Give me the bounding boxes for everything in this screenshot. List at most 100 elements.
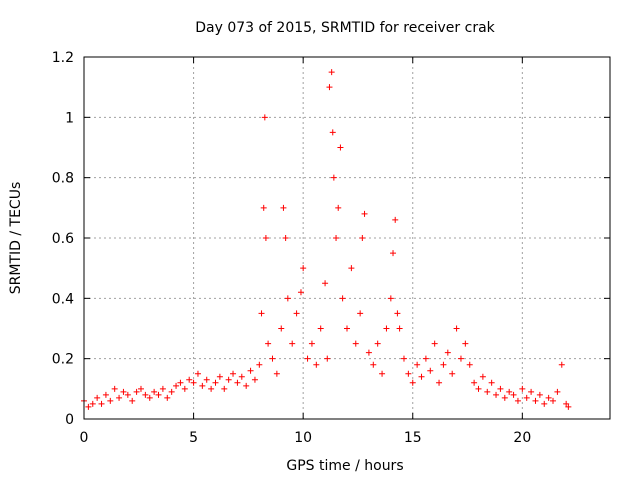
data-point	[396, 325, 403, 332]
y-axis-title: SRMTID / TECUs	[8, 182, 24, 295]
data-point	[317, 325, 324, 332]
data-point	[523, 394, 530, 401]
data-point	[124, 391, 131, 398]
data-point	[151, 388, 158, 395]
data-point	[329, 129, 336, 136]
x-tick-label: 15	[404, 430, 422, 446]
y-tick-label: 0.6	[52, 231, 74, 247]
data-point	[449, 370, 456, 377]
x-tick-label: 20	[513, 430, 531, 446]
data-point	[146, 394, 153, 401]
data-point	[352, 340, 359, 347]
data-point	[414, 361, 421, 368]
data-point	[466, 361, 473, 368]
data-point	[387, 295, 394, 302]
data-point	[330, 174, 337, 181]
data-point	[289, 340, 296, 347]
data-point	[333, 235, 340, 241]
data-point	[488, 379, 495, 386]
data-point	[282, 235, 289, 241]
y-tick-label: 1.2	[52, 50, 74, 66]
data-point	[528, 388, 535, 395]
data-point	[390, 250, 397, 257]
data-point	[344, 325, 350, 332]
data-point	[107, 397, 114, 404]
data-point	[370, 361, 377, 368]
data-point	[501, 394, 508, 401]
data-point	[120, 388, 127, 395]
data-point	[221, 385, 228, 392]
data-point	[324, 355, 331, 362]
data-point	[418, 373, 425, 380]
data-point	[444, 349, 451, 356]
data-point	[258, 310, 265, 317]
data-point	[261, 114, 268, 121]
data-point	[436, 379, 443, 386]
data-point	[293, 310, 300, 317]
data-point	[431, 340, 438, 347]
data-point	[479, 373, 486, 380]
data-points	[81, 69, 572, 410]
data-point	[297, 289, 304, 296]
data-point	[251, 376, 258, 383]
data-point	[497, 385, 504, 392]
data-point	[536, 391, 543, 398]
data-point	[545, 394, 552, 401]
data-point	[199, 382, 206, 389]
data-point	[155, 391, 162, 398]
data-point	[457, 355, 464, 362]
y-tick-label: 1	[65, 110, 74, 126]
data-point	[519, 385, 526, 392]
data-point	[133, 388, 140, 395]
data-point	[453, 325, 460, 332]
data-point	[563, 400, 570, 407]
data-point	[234, 379, 241, 386]
data-point	[177, 379, 184, 386]
data-point	[558, 361, 565, 368]
data-point	[203, 376, 210, 383]
x-tick-label: 5	[189, 430, 198, 446]
data-point	[493, 391, 500, 398]
data-point	[212, 379, 219, 386]
data-point	[422, 355, 429, 362]
data-point	[256, 361, 263, 368]
data-point	[94, 394, 101, 401]
data-point	[265, 340, 272, 347]
plot-frame	[83, 56, 611, 420]
data-point	[102, 391, 109, 398]
data-point	[308, 340, 315, 347]
x-tick-labels: 0 5 10 15 20	[80, 430, 532, 446]
data-point	[111, 385, 118, 392]
data-point	[400, 355, 407, 362]
y-tick-label: 0.8	[52, 171, 74, 187]
data-point	[550, 397, 557, 404]
data-point	[383, 325, 390, 332]
data-point	[374, 340, 381, 347]
x-tick-label: 10	[294, 430, 312, 446]
data-point	[300, 265, 307, 272]
data-point	[348, 265, 355, 272]
data-point	[322, 280, 329, 287]
data-point	[405, 370, 412, 377]
data-point	[394, 310, 401, 317]
data-point	[284, 295, 291, 302]
data-point	[159, 385, 166, 392]
data-point	[514, 397, 521, 404]
data-point	[409, 379, 416, 386]
data-point	[116, 394, 123, 401]
data-point	[328, 69, 335, 76]
data-point	[142, 391, 149, 398]
data-point	[510, 391, 517, 398]
data-point	[89, 400, 96, 407]
data-point	[475, 385, 482, 392]
data-point	[278, 325, 285, 332]
data-point	[440, 361, 447, 368]
data-point	[335, 204, 342, 211]
data-point	[225, 376, 232, 383]
data-point	[532, 397, 539, 404]
data-point	[98, 400, 105, 407]
data-point	[137, 385, 144, 392]
data-point	[357, 310, 364, 317]
x-tick-label: 0	[80, 430, 89, 446]
